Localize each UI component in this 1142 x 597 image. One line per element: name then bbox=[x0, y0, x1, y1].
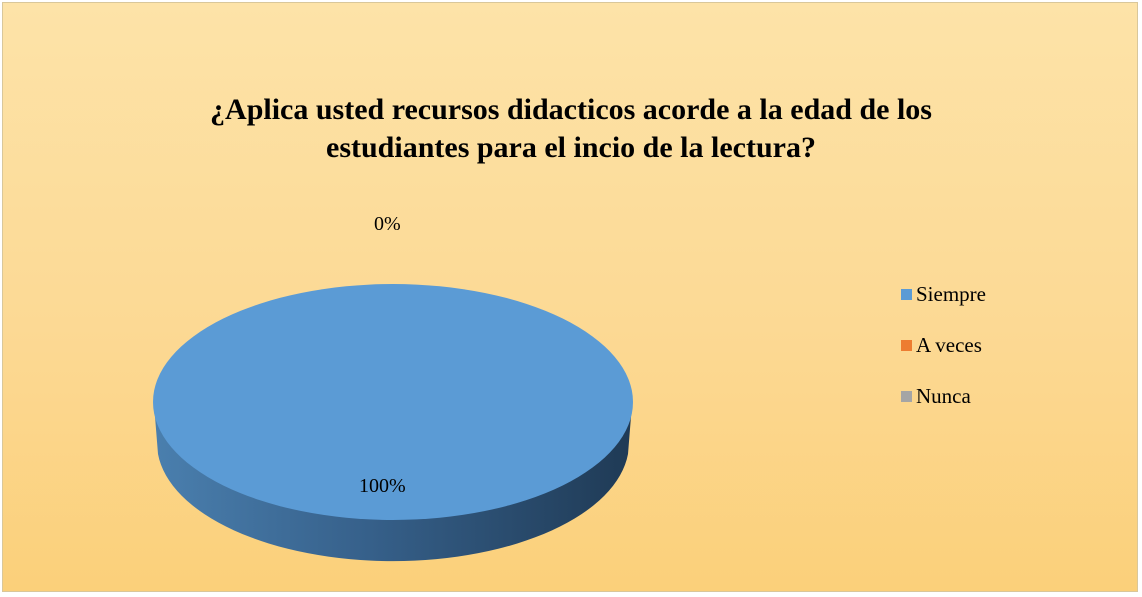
chart-title-line-1: ¿Aplica usted recursos didacticos acorde… bbox=[210, 93, 932, 126]
legend-label-siempre: Siempre bbox=[916, 282, 986, 306]
pie-slice-siempre bbox=[153, 284, 633, 520]
legend-item-siempre: Siempre bbox=[901, 269, 986, 320]
legend-item-nunca: Nunca bbox=[901, 371, 986, 422]
legend-swatch-siempre bbox=[901, 289, 912, 300]
legend-label-a-veces: A veces bbox=[916, 333, 982, 357]
pie-chart bbox=[153, 284, 633, 562]
chart-title-line-2: estudiantes para el incio de la lectura? bbox=[326, 131, 816, 164]
chart-title: ¿Aplica usted recursos didacticos acorde… bbox=[3, 91, 1139, 167]
data-label-siempre: 100% bbox=[359, 475, 406, 497]
legend-swatch-a-veces bbox=[901, 340, 912, 351]
pie-side-siempre bbox=[154, 404, 632, 562]
legend-label-nunca: Nunca bbox=[916, 384, 971, 408]
legend: Siempre A veces Nunca bbox=[901, 269, 986, 422]
legend-swatch-nunca bbox=[901, 391, 912, 402]
legend-item-a-veces: A veces bbox=[901, 320, 986, 371]
data-label-zero: 0% bbox=[374, 213, 401, 235]
